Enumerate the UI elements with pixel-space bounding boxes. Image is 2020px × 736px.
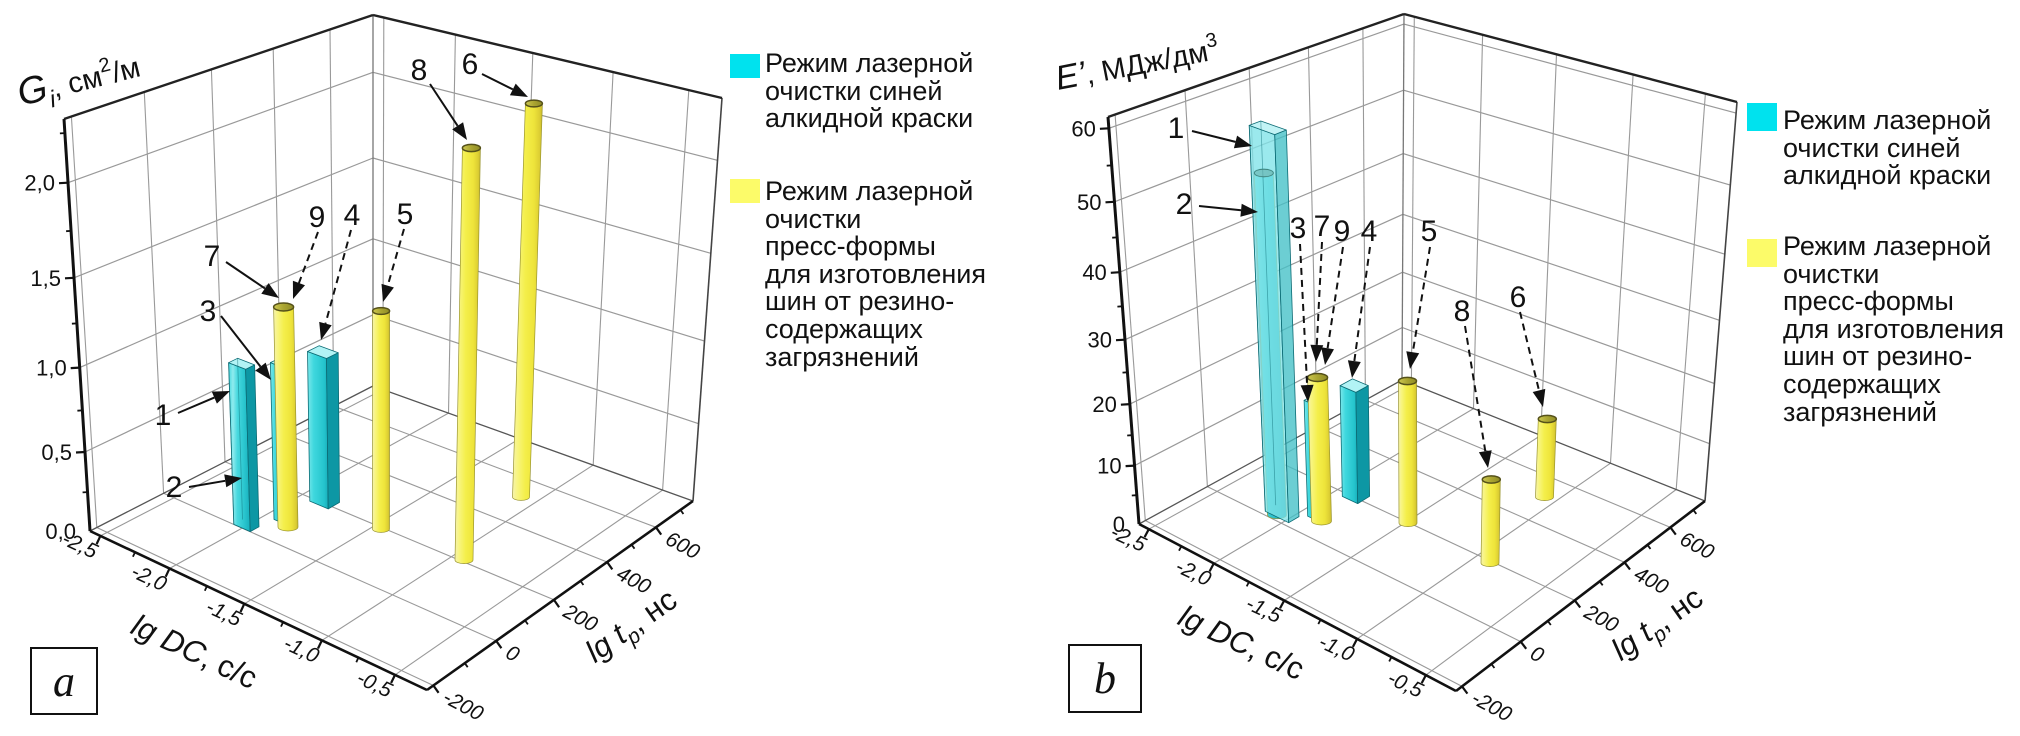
svg-text:600: 600 — [1676, 528, 1718, 565]
svg-text:30: 30 — [1088, 328, 1112, 353]
svg-text:8: 8 — [411, 54, 428, 87]
svg-text:20: 20 — [1092, 392, 1116, 417]
svg-text:7: 7 — [204, 240, 221, 273]
svg-text:8: 8 — [1454, 295, 1471, 328]
svg-text:6: 6 — [462, 48, 479, 81]
svg-text:0,5: 0,5 — [41, 440, 72, 465]
svg-text:40: 40 — [1082, 260, 1106, 285]
svg-text:1: 1 — [155, 399, 172, 432]
svg-text:4: 4 — [344, 199, 361, 232]
svg-text:7: 7 — [1314, 210, 1331, 243]
svg-text:4: 4 — [1361, 215, 1378, 248]
svg-text:2: 2 — [1176, 188, 1193, 221]
svg-text:lg DC, с/с: lg DC, с/с — [126, 607, 263, 696]
svg-text:3: 3 — [1290, 212, 1307, 245]
svg-text:Gi, см2/м: Gi, см2/м — [13, 44, 146, 121]
svg-text:400: 400 — [1630, 563, 1672, 600]
svg-text:9: 9 — [1334, 215, 1351, 248]
svg-text:0,0: 0,0 — [45, 519, 76, 544]
svg-text:600: 600 — [662, 527, 704, 564]
svg-text:5: 5 — [1421, 215, 1438, 248]
svg-text:0: 0 — [502, 641, 523, 667]
svg-text:10: 10 — [1097, 454, 1121, 479]
svg-text:50: 50 — [1077, 190, 1101, 215]
svg-text:2: 2 — [166, 471, 183, 504]
svg-text:E’, МДж/дм3: E’, МДж/дм3 — [1052, 29, 1222, 98]
svg-text:1,5: 1,5 — [30, 266, 61, 291]
svg-text:60: 60 — [1071, 116, 1095, 141]
svg-text:6: 6 — [1510, 281, 1527, 314]
svg-text:0: 0 — [1526, 642, 1547, 668]
svg-text:1: 1 — [1168, 112, 1185, 145]
svg-text:2,0: 2,0 — [24, 171, 55, 196]
svg-text:1,0: 1,0 — [36, 356, 67, 381]
svg-text:0: 0 — [1113, 512, 1125, 537]
svg-text:-200: -200 — [439, 686, 487, 726]
svg-text:-200: -200 — [1468, 687, 1516, 727]
svg-text:9: 9 — [309, 201, 326, 234]
svg-text:lg DC, с/с: lg DC, с/с — [1173, 598, 1310, 687]
svg-text:5: 5 — [397, 198, 414, 231]
svg-text:3: 3 — [200, 295, 217, 328]
